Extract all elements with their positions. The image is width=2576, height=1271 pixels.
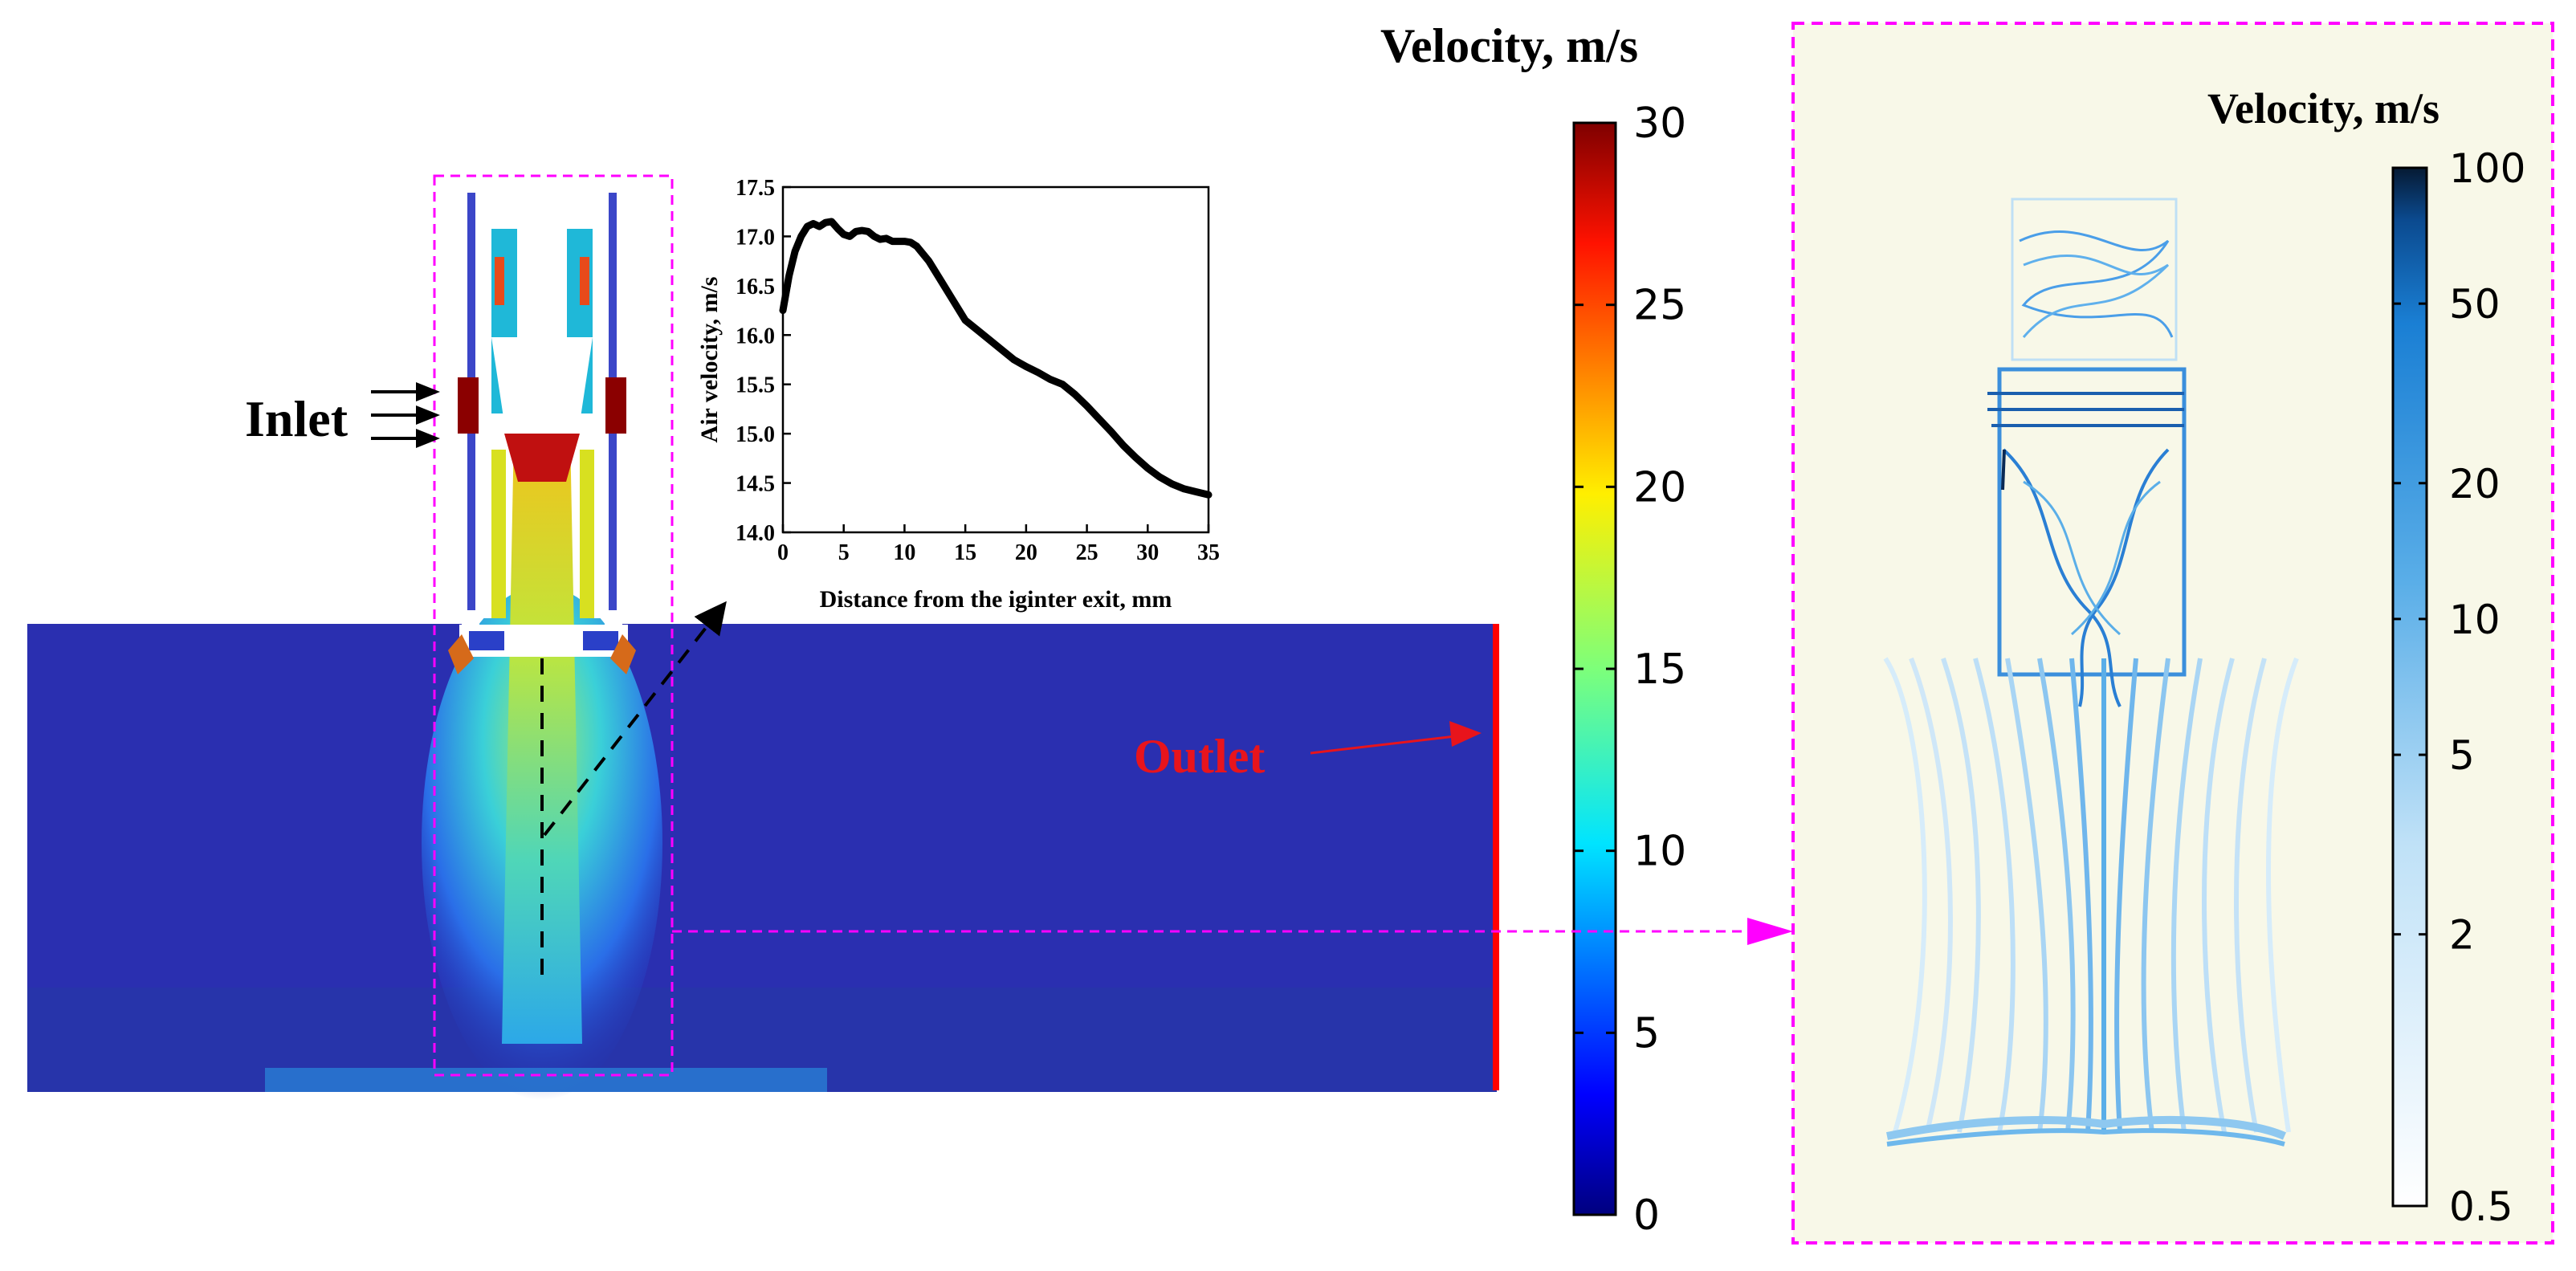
streamline-colorbar-tick-label: 2 <box>2449 912 2475 959</box>
igniter-geometry <box>448 193 636 674</box>
streamline-panel: Velocity, m/s 100 50 20 10 5 2 0.5 <box>1791 22 2554 1245</box>
colorbar-tick-label: 0 <box>1633 1192 1660 1240</box>
zoom-region-box <box>433 174 674 1077</box>
chart-x-tick-label: 5 <box>838 540 850 565</box>
chart-y-tick-label: 17.0 <box>736 225 775 250</box>
outlet-label: Outlet <box>1134 730 1265 783</box>
chart-y-label: Air velocity, m/s <box>696 277 723 443</box>
streamline-colorbar-tick-label: 10 <box>2449 597 2501 643</box>
chart-y-axis: 14.0 14.5 15.0 15.5 16.0 16.5 17.0 17.5 <box>736 176 791 546</box>
inlet-label: Inlet <box>245 390 348 447</box>
zoom-connector-head <box>1747 918 1793 945</box>
outlet-arrow-head <box>1449 721 1482 747</box>
chart-y-tick-label: 16.0 <box>736 324 775 348</box>
streamline-colorbar-gradient <box>2391 166 2428 1208</box>
chart-x-tick-label: 30 <box>1136 540 1159 565</box>
probe-to-chart-arrow <box>543 601 727 837</box>
streamline-colorbar-ticks: 100 50 20 10 5 2 0.5 <box>2393 145 2525 1230</box>
chart-x-tick-label: 20 <box>1015 540 1037 565</box>
velocity-curve <box>779 218 1213 499</box>
chart-x-tick-label: 15 <box>954 540 976 565</box>
chart-y-tick-label: 17.5 <box>736 176 775 201</box>
chart-y-tick-label: 15.0 <box>736 422 775 447</box>
colorbar-tick-label: 25 <box>1633 282 1686 330</box>
colorbar-tick-label: 10 <box>1633 828 1686 876</box>
outlet-arrow <box>1310 732 1477 755</box>
inlet-arrows <box>371 382 440 448</box>
streamline-panel-bg <box>1791 22 2554 1245</box>
streamline-colorbar-tick-label: 50 <box>2449 281 2501 328</box>
colorbar-title: Velocity, m/s <box>1380 19 1638 72</box>
chart-y-tick-label: 14.0 <box>736 521 775 546</box>
chart-x-tick-label: 35 <box>1197 540 1220 565</box>
colorbar-tick-label: 5 <box>1633 1009 1660 1057</box>
chart-x-label: Distance from the iginter exit, mm <box>820 586 1172 613</box>
streamline-colorbar-title: Velocity, m/s <box>2207 84 2439 132</box>
colorbar-tick-label: 20 <box>1633 463 1686 511</box>
chart-y-tick-label: 15.5 <box>736 373 775 398</box>
air-velocity-chart: 0 5 10 15 20 25 30 35 14.014.515.015.516.016.51… <box>696 176 1220 613</box>
colorbar-ticks: 30 25 20 15 10 5 0 <box>1574 100 1686 1240</box>
chart-x-tick-label: 25 <box>1076 540 1098 565</box>
streamline-colorbar-tick-label: 0.5 <box>2449 1183 2513 1230</box>
chart-y-tick-label: 14.5 <box>736 472 775 497</box>
colorbar-tick-label: 15 <box>1633 646 1686 694</box>
colorbar-tick-label: 30 <box>1633 100 1686 148</box>
streamline-colorbar-tick-label: 5 <box>2449 732 2475 779</box>
chart-x-axis: 0 5 10 15 20 25 30 35 <box>777 524 1220 565</box>
chart-y-tick-label: 16.5 <box>736 275 775 299</box>
streamlines <box>1883 198 2299 1147</box>
velocity-colorbar: Velocity, m/s 30 25 20 15 10 5 0 <box>1380 19 1686 1240</box>
velocity-contour-field: Outlet Inlet <box>27 174 1499 1100</box>
chart-x-tick-label: 0 <box>777 540 789 565</box>
jet-core <box>502 434 582 1044</box>
streamline-colorbar-tick-label: 100 <box>2449 145 2525 192</box>
streamline-colorbar-tick-label: 20 <box>2449 461 2501 507</box>
floor-spread <box>265 1068 827 1092</box>
chart-x-tick-label: 10 <box>893 540 915 565</box>
chart-plot-area <box>781 185 1210 534</box>
